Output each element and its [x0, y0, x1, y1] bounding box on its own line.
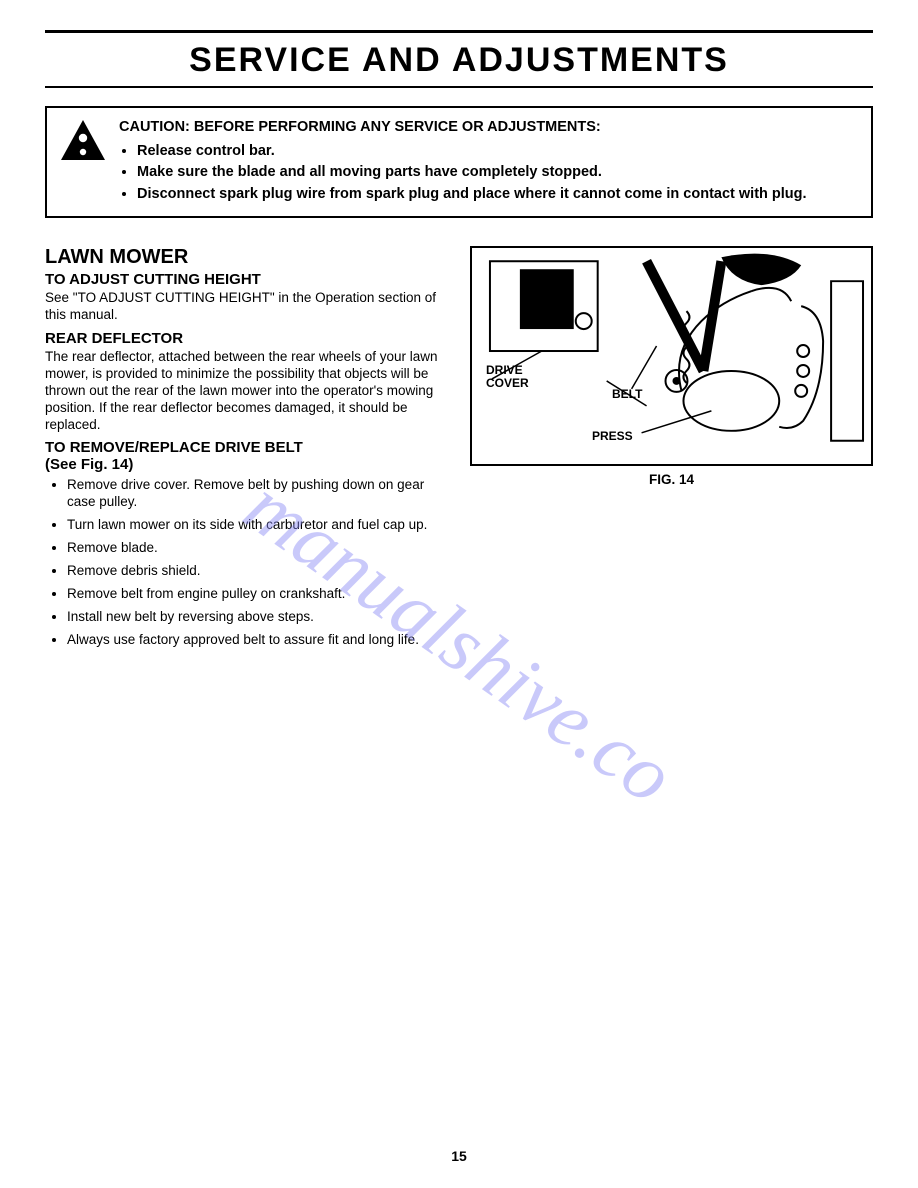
list-item: Remove belt from engine pulley on cranks… — [67, 586, 448, 603]
steps-list: Remove drive cover. Remove belt by pushi… — [45, 477, 448, 648]
list-item: Install new belt by reversing above step… — [67, 609, 448, 626]
body-text: The rear deflector, attached between the… — [45, 349, 448, 433]
figure-label-belt: BELT — [612, 388, 642, 401]
list-item: Remove drive cover. Remove belt by pushi… — [67, 477, 448, 511]
left-column: LAWN MOWER TO ADJUST CUTTING HEIGHT See … — [45, 246, 448, 654]
figure-label-press: PRESS — [592, 430, 633, 443]
list-item: Remove blade. — [67, 540, 448, 557]
page-title: SERVICE AND ADJUSTMENTS — [45, 41, 873, 88]
caution-box: CAUTION: BEFORE PERFORMING ANY SERVICE O… — [45, 106, 873, 218]
right-column: DRIVE COVER BELT PRESS FIG. 14 — [470, 246, 873, 487]
list-item: Turn lawn mower on its side with carbure… — [67, 517, 448, 534]
caution-list: Release control bar. Make sure the blade… — [119, 142, 807, 205]
caution-item: Disconnect spark plug wire from spark pl… — [137, 186, 807, 202]
warning-icon — [59, 118, 107, 162]
figure-caption: FIG. 14 — [470, 472, 873, 487]
section-heading-lawn-mower: LAWN MOWER — [45, 246, 448, 269]
list-item: Always use factory approved belt to assu… — [67, 632, 448, 649]
figure-label-drive-cover: DRIVE COVER — [486, 364, 529, 389]
figure-svg — [472, 248, 871, 464]
caution-item: Release control bar. — [137, 143, 275, 159]
body-text: See "TO ADJUST CUTTING HEIGHT" in the Op… — [45, 290, 448, 324]
list-item: Remove debris shield. — [67, 563, 448, 580]
caution-item: Make sure the blade and all moving parts… — [137, 164, 602, 180]
figure-14: DRIVE COVER BELT PRESS — [470, 246, 873, 466]
subheading-drive-belt: TO REMOVE/REPLACE DRIVE BELT — [45, 439, 448, 456]
subheading-adjust-height: TO ADJUST CUTTING HEIGHT — [45, 271, 448, 288]
page-number: 15 — [0, 1148, 918, 1164]
subheading-rear-deflector: REAR DEFLECTOR — [45, 330, 448, 347]
subheading-see-fig: (See Fig. 14) — [45, 456, 448, 473]
caution-heading: CAUTION: BEFORE PERFORMING ANY SERVICE O… — [119, 119, 601, 135]
